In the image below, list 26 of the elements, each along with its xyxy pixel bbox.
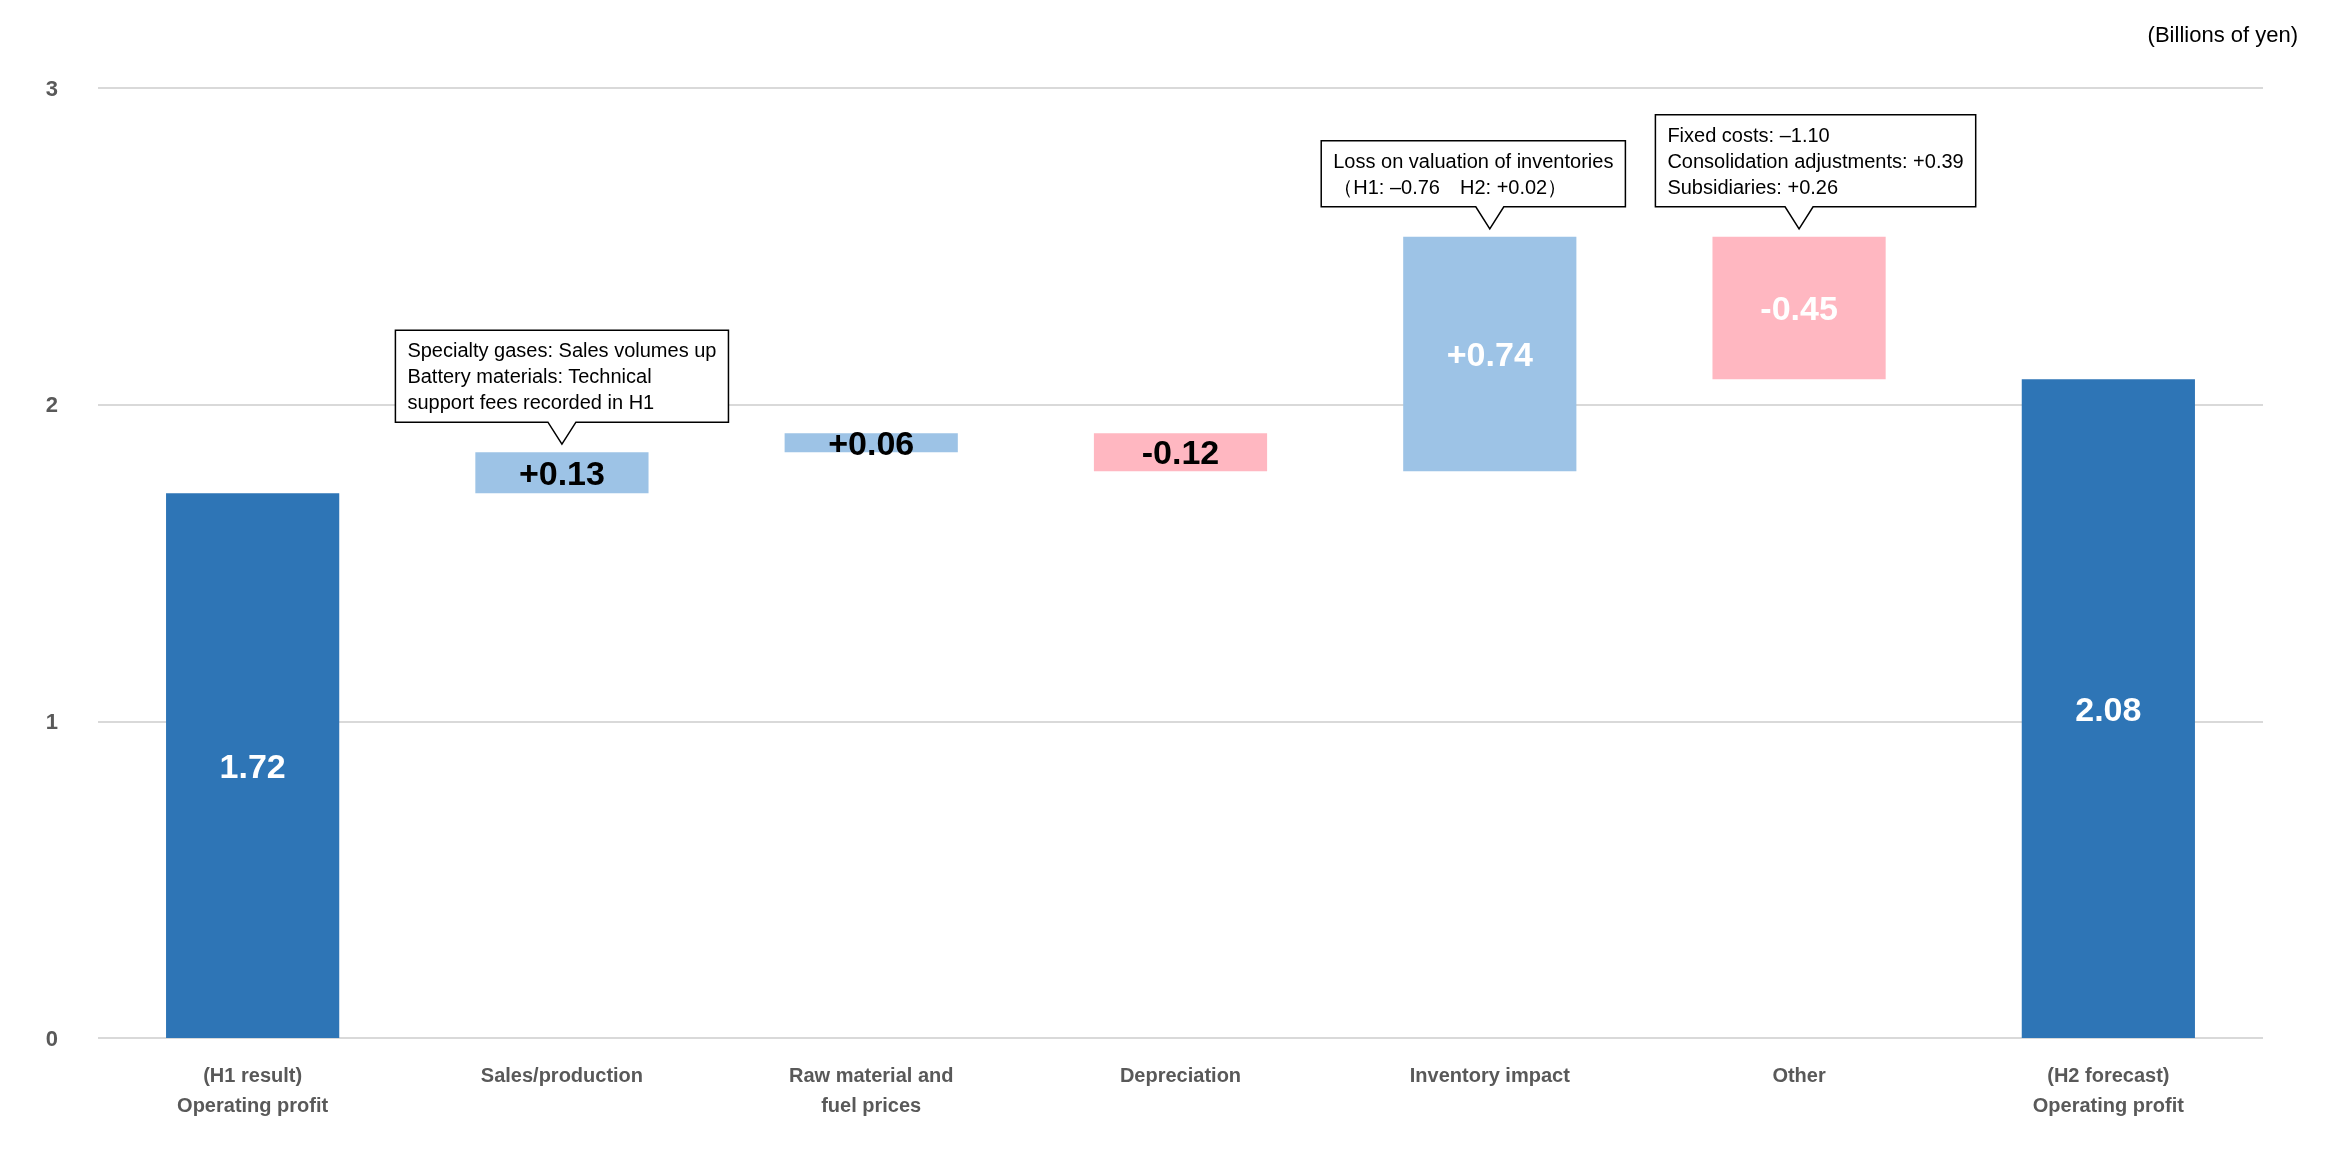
- y-axis-title: (Billions of yen): [2147, 21, 2298, 47]
- data-label: +0.74: [1446, 335, 1533, 373]
- y-tick-label: 1: [45, 708, 58, 734]
- data-label: 1.72: [219, 746, 286, 785]
- data-label: 2.08: [2075, 689, 2142, 728]
- x-tick-label: Sales/production: [480, 1064, 644, 1086]
- data-label: -0.12: [1141, 433, 1220, 472]
- x-tick-label: Depreciation: [1119, 1064, 1242, 1086]
- bar: [1712, 236, 1886, 380]
- data-label: -0.45: [1760, 289, 1838, 328]
- bar: [2021, 379, 2195, 1038]
- y-tick-label: 2: [45, 392, 58, 418]
- x-tick-label: Inventory impact: [1409, 1064, 1571, 1086]
- x-tick-label: (H2 forecast) Operating profit: [2032, 1064, 2185, 1116]
- y-tick-label: 0: [45, 1025, 58, 1051]
- annotation: Fixed costs: –1.10 Consolidation adjustments: +0.39 Subsidiaries: +0.26: [1667, 123, 1964, 198]
- bar: [166, 493, 340, 1038]
- annotation: Specialty gases: Sales volumes up Battery materials: Technical support fees recorded in H1: [407, 339, 717, 414]
- annotation: Loss on valuation of inventories （H1: –0.76 H2: +0.02）: [1333, 149, 1614, 198]
- bar: [1403, 236, 1577, 472]
- x-tick-label: Raw material and fuel prices: [788, 1064, 954, 1116]
- data-label: +0.06: [828, 423, 915, 462]
- x-tick-label: Other: [1772, 1064, 1826, 1086]
- x-tick-label: (H1 result) Operating profit: [177, 1064, 329, 1116]
- y-tick-label: 3: [45, 75, 58, 101]
- data-label: +0.13: [518, 453, 605, 492]
